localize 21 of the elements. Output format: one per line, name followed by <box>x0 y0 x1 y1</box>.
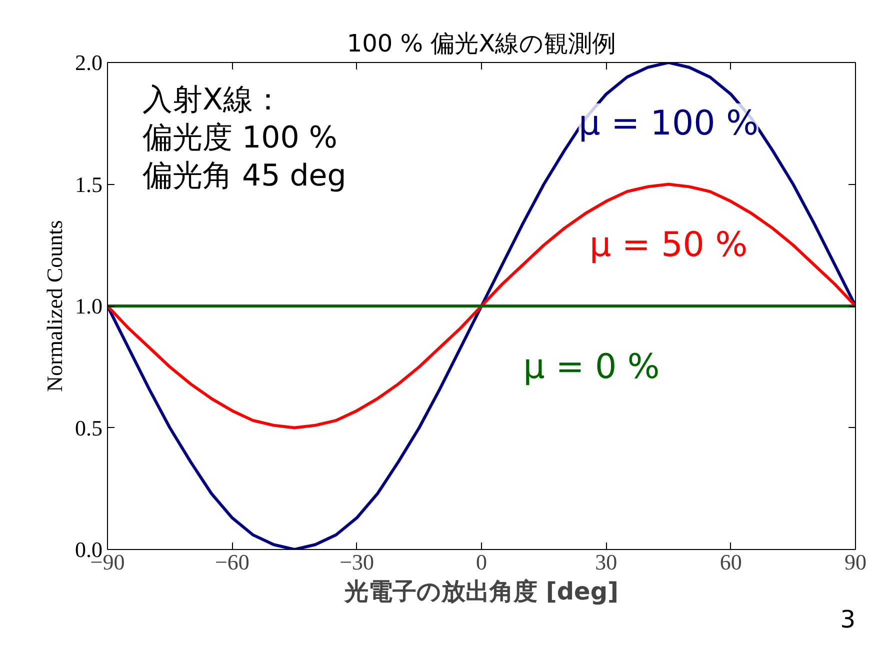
x-axis-title: 光電子の放出角度 [deg] <box>344 578 618 606</box>
annotation: 入射X線： <box>142 82 284 118</box>
y-tick-label: 0.5 <box>75 415 102 440</box>
y-axis-title: Normalized Counts <box>42 220 67 392</box>
line-series <box>108 62 856 550</box>
series-label: μ = 0 % <box>523 346 660 387</box>
chart-title: 100 % 偏光X線の観測例 <box>346 30 616 58</box>
x-tick-label: −30 <box>340 550 374 574</box>
x-tick-label: 30 <box>595 550 618 574</box>
y-tick-label: 1.5 <box>75 172 102 197</box>
y-tick-label: 2.0 <box>75 50 102 75</box>
x-tick-label: 60 <box>720 550 742 574</box>
text: 3 <box>840 606 856 634</box>
series-label: μ = 100 % <box>578 103 758 144</box>
x-tick-label: −60 <box>214 550 250 574</box>
x-tick-label: 90 <box>844 550 866 574</box>
annotation: 偏光度 100 % <box>142 120 338 156</box>
x-tick-label: 0 <box>476 550 487 574</box>
y-tick-label: 1.0 <box>75 294 102 318</box>
series-label: μ = 50 % <box>589 225 748 266</box>
annotation: 偏光角 45 deg <box>142 158 346 194</box>
